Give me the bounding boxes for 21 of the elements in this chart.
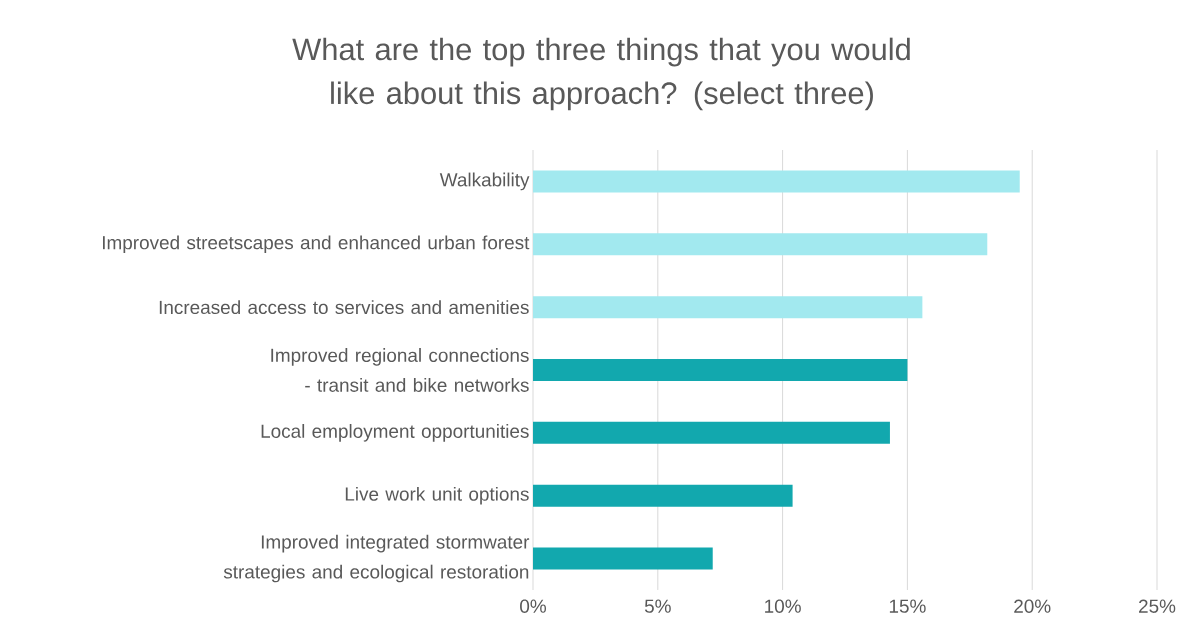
y-tick-label: Improved regional connections - transit and bike networks bbox=[271, 348, 529, 392]
bar bbox=[533, 233, 988, 256]
y-tick-label: Improved integrated stormwater strategies and ecological restoration bbox=[223, 534, 530, 583]
y-tick-label: Walkability bbox=[439, 172, 530, 191]
y-tick-label: Local employment opportunities bbox=[261, 424, 529, 442]
x-tick-label: 15% bbox=[889, 599, 926, 613]
x-tick-label: 25% bbox=[1139, 599, 1176, 613]
bar bbox=[533, 547, 713, 570]
x-tick-label: 0% bbox=[520, 599, 547, 613]
chart-title: What are the top three things that you would like about this approach? (select three) bbox=[292, 37, 910, 111]
bar bbox=[533, 296, 923, 319]
bar bbox=[533, 484, 793, 507]
y-tick-label: Live work unit options bbox=[345, 486, 529, 505]
x-tick-label: 5% bbox=[644, 599, 671, 613]
bar bbox=[533, 358, 908, 381]
y-tick-label: Increased access to services and amenities bbox=[159, 300, 529, 315]
y-tick-label: Improved streetscapes and enhanced urban forest bbox=[102, 235, 530, 254]
x-tick-label: 10% bbox=[765, 599, 801, 613]
bar bbox=[533, 170, 1020, 193]
x-tick-label: 20% bbox=[1014, 599, 1051, 613]
bar bbox=[533, 421, 890, 444]
